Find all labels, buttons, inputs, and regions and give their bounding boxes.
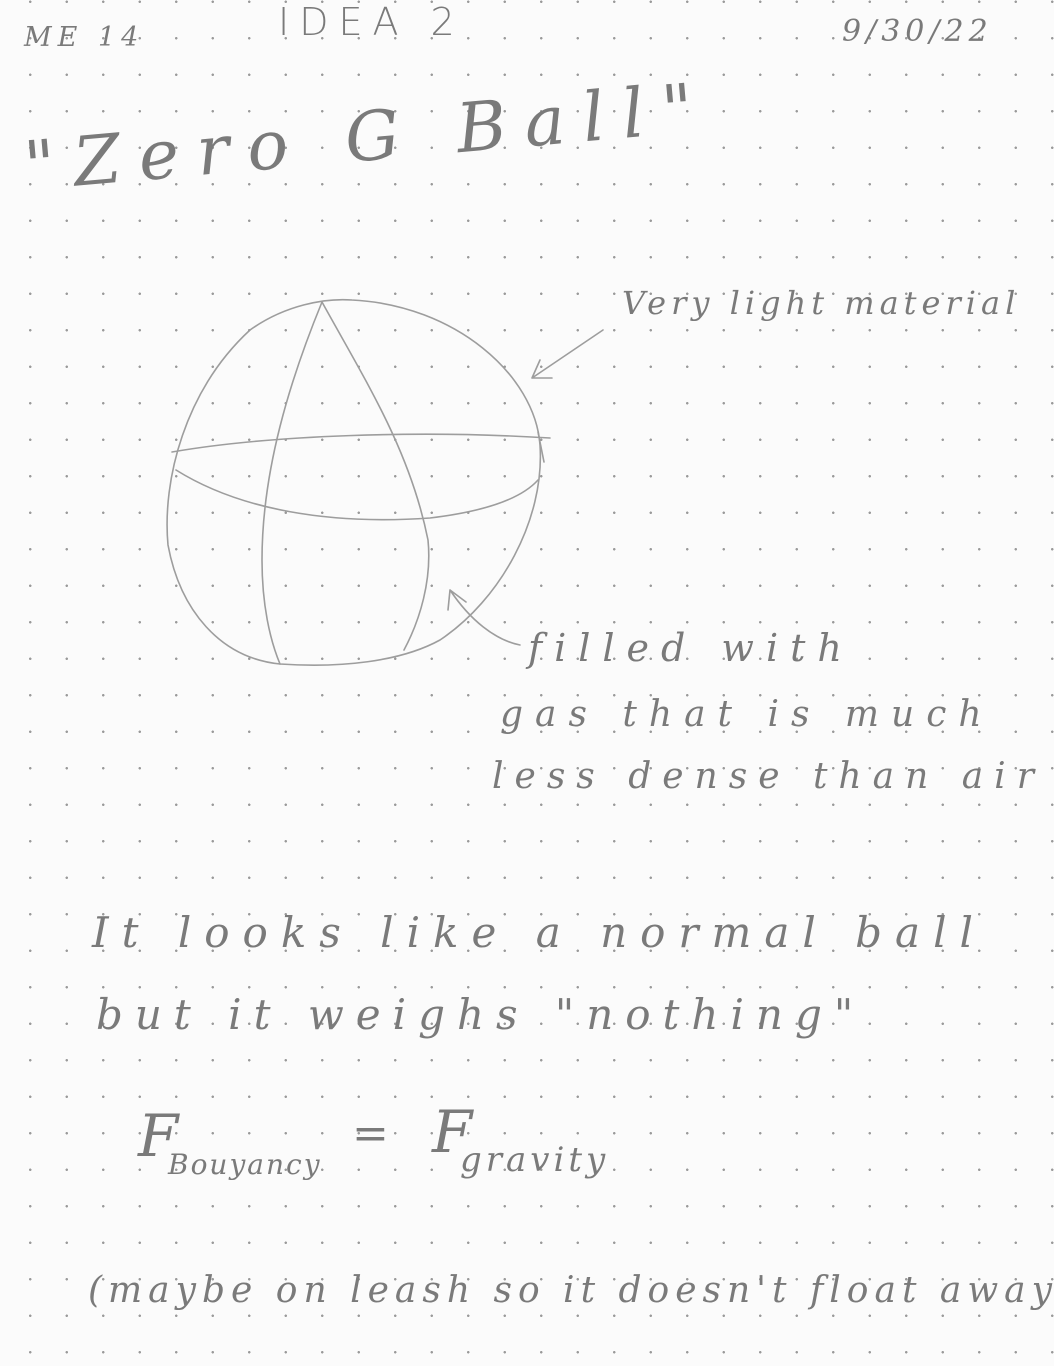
leash-note: (maybe on leash so it doesn't float away… [88, 1270, 1054, 1311]
date-label: 9/30/22 [842, 14, 993, 49]
description-line1: It looks like a normal ball [92, 908, 986, 957]
seam-mark [537, 431, 545, 463]
gas-arrow [447, 589, 521, 646]
lhs-subscript: Bouyancy [168, 1148, 322, 1181]
sphere-outline [166, 298, 542, 666]
meridian-left [261, 301, 323, 665]
gas-annotation-line2: gas that is much [500, 694, 994, 735]
idea-label: IDEA 2 [278, 0, 465, 44]
lhs-symbol: F [138, 1102, 179, 1170]
equals-sign: = [352, 1108, 389, 1159]
rhs-symbol: F [432, 1098, 473, 1166]
gas-annotation-line3: less dense than air [492, 756, 1045, 797]
gas-annotation-line1: filled with [528, 626, 854, 670]
course-label: ME 14 [24, 22, 145, 53]
equator-lower [175, 469, 539, 521]
description-line2: but it weighs "nothing" [96, 990, 866, 1039]
equator-upper [171, 433, 551, 453]
material-annotation: Very light material [622, 284, 1021, 322]
material-arrow [531, 329, 604, 379]
meridian-right [321, 301, 430, 651]
rhs-subscript: gravity [460, 1140, 610, 1180]
